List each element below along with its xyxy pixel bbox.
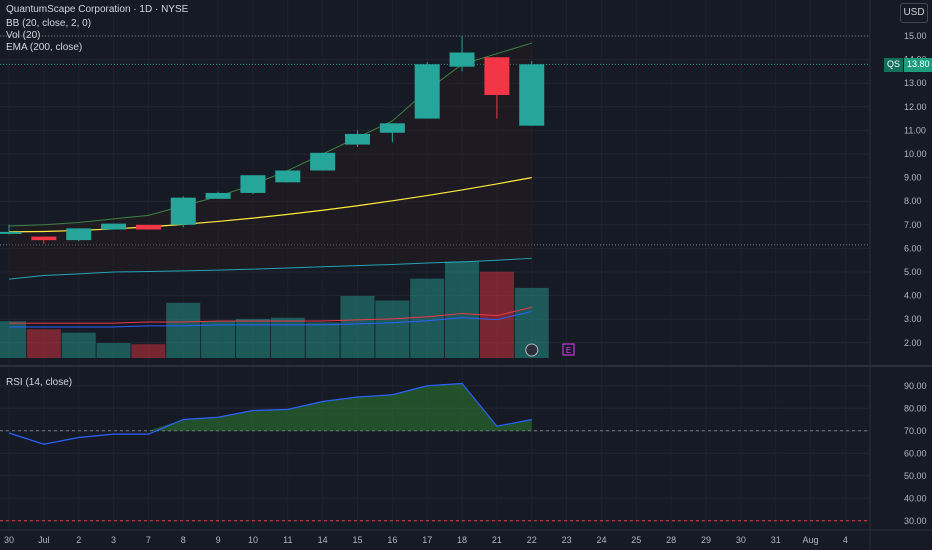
currency-button[interactable]: USD xyxy=(900,3,928,23)
ema200-line xyxy=(8,257,532,280)
volume-bar xyxy=(201,321,236,358)
time-axis-label: 18 xyxy=(457,535,467,545)
volume-bar xyxy=(340,295,375,358)
volume-bar xyxy=(305,322,340,358)
candle-body xyxy=(414,64,440,119)
time-axis-label: 9 xyxy=(216,535,221,545)
price-axis-label: 6.00 xyxy=(904,243,922,253)
candle-body xyxy=(310,152,336,171)
earnings-marker xyxy=(562,343,575,356)
rsi-axis-label: 90.00 xyxy=(904,381,927,391)
time-axis-label: 21 xyxy=(492,535,502,545)
price-axis-label: 11.00 xyxy=(904,125,926,135)
bb-upper-line xyxy=(8,42,532,227)
volume-bar xyxy=(96,343,131,358)
time-axis-label: 8 xyxy=(181,535,186,545)
rsi-axis-label: 60.00 xyxy=(904,448,927,458)
chart-title: QuantumScape Corporation · 1D · NYSE xyxy=(6,4,189,15)
time-axis-label: 30 xyxy=(736,535,746,545)
volume-bar xyxy=(26,329,61,358)
candle-body xyxy=(66,228,92,241)
time-axis-label: 23 xyxy=(562,535,572,545)
time-axis-label: 24 xyxy=(596,535,606,545)
indicator-ema-label[interactable]: EMA (200, close) xyxy=(6,42,83,53)
time-axis-label: Aug xyxy=(803,535,819,545)
volume-bar xyxy=(166,302,201,358)
volume-bar xyxy=(270,317,305,358)
time-axis-label: 29 xyxy=(701,535,711,545)
indicator-vol-label[interactable]: Vol (20) xyxy=(6,30,41,41)
rsi-overbought-fill xyxy=(9,383,532,431)
rsi-axis-label: 50.00 xyxy=(904,471,927,481)
ema-line xyxy=(8,177,532,233)
price-axis-label: 10.00 xyxy=(904,149,927,159)
time-axis-label: 4 xyxy=(843,535,848,545)
price-axis-label: 8.00 xyxy=(904,196,922,206)
volume-bar xyxy=(410,278,445,358)
time-axis-label: 14 xyxy=(318,535,328,545)
last-price-badge: QS 13.80 xyxy=(884,58,932,72)
time-axis-label: 11 xyxy=(283,535,292,545)
dividend-marker xyxy=(525,343,539,357)
last-price-value: 13.80 xyxy=(904,58,932,72)
candle-body xyxy=(170,197,196,225)
candle-body xyxy=(379,123,405,133)
price-axis-label: 12.00 xyxy=(904,102,927,112)
candle-body xyxy=(484,57,510,95)
time-axis-label: 16 xyxy=(387,535,397,545)
bb-fill xyxy=(9,43,532,280)
price-axis-label: 4.00 xyxy=(904,291,922,301)
price-axis-label: 7.00 xyxy=(904,220,922,230)
price-axis-label: 13.00 xyxy=(904,78,927,88)
time-axis-label: 22 xyxy=(527,535,537,545)
candle-body xyxy=(275,170,301,183)
time-axis-label: 31 xyxy=(771,535,781,545)
candle-body xyxy=(135,224,161,230)
candle-body xyxy=(205,192,231,199)
price-axis-label: 9.00 xyxy=(904,173,922,183)
volume-bar xyxy=(445,261,480,358)
earnings-marker-label: E xyxy=(566,346,571,355)
rsi-axis-label: 80.00 xyxy=(904,403,927,413)
rsi-axis-label: 30.00 xyxy=(904,516,927,526)
candle-body xyxy=(240,175,266,193)
time-axis-label: Jul xyxy=(38,535,50,545)
candle-body xyxy=(0,231,22,234)
time-axis-label: 17 xyxy=(422,535,432,545)
price-axis-label: 3.00 xyxy=(904,314,922,324)
indicator-bb-label[interactable]: BB (20, close, 2, 0) xyxy=(6,18,92,29)
time-axis-label: 7 xyxy=(146,535,151,545)
rsi-axis-label: 40.00 xyxy=(904,493,927,503)
last-price-symbol: QS xyxy=(884,58,904,72)
volume-bar xyxy=(131,344,166,358)
rsi-axis-label: 70.00 xyxy=(904,426,927,436)
time-axis-label: 15 xyxy=(352,535,362,545)
candle-body xyxy=(345,133,370,145)
indicator-rsi-label[interactable]: RSI (14, close) xyxy=(6,377,73,388)
volume-ma2-line xyxy=(9,306,532,324)
volume-bar xyxy=(235,318,270,358)
time-axis-label: 25 xyxy=(631,535,641,545)
volume-ma-line xyxy=(9,310,532,328)
time-axis-label: 10 xyxy=(248,535,258,545)
candle-body xyxy=(519,64,545,126)
rsi-line xyxy=(8,382,532,445)
candle-body xyxy=(101,223,127,230)
time-axis-label: 2 xyxy=(76,535,81,545)
volume-bar xyxy=(375,300,410,358)
price-axis-label: 15.00 xyxy=(904,31,927,41)
candle-body xyxy=(449,52,475,67)
candle-body xyxy=(31,236,57,241)
price-axis-label: 5.00 xyxy=(904,267,922,277)
time-axis-label: 30 xyxy=(4,535,14,545)
price-axis-label: 2.00 xyxy=(904,338,922,348)
time-axis-label: 3 xyxy=(111,535,116,545)
time-axis-label: 28 xyxy=(666,535,676,545)
volume-bar xyxy=(61,332,96,358)
